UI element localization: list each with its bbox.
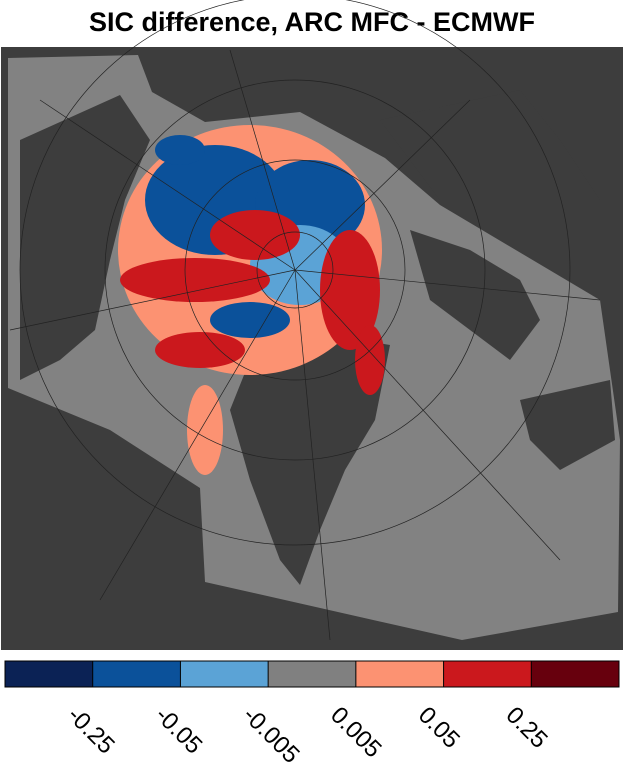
colorbar-segment — [443, 661, 532, 687]
map — [1, 0, 623, 650]
graticule-line — [294, 269, 601, 301]
ice-area — [210, 302, 290, 338]
ice-area — [155, 135, 205, 165]
colorbar-segment — [180, 661, 269, 687]
ice-area — [320, 230, 380, 350]
graticule-line — [256, 231, 334, 309]
graticule-line — [19, 0, 571, 546]
ice-area — [155, 332, 245, 368]
graticule-line — [39, 99, 296, 271]
colorbar-tick-label: 0.25 — [501, 702, 553, 754]
colorbar-segment — [531, 661, 619, 687]
ice-area — [355, 325, 385, 395]
colorbar-segment — [355, 661, 444, 687]
colorbar-tick-label: -0.05 — [150, 702, 208, 760]
graticule-line — [294, 269, 331, 641]
colorbar-segment — [5, 661, 93, 687]
ice-difference — [118, 125, 385, 475]
graticule-line — [104, 79, 486, 461]
title: SIC difference, ARC MFC - ECMWF — [89, 7, 535, 37]
colorbar-frame — [4, 660, 620, 688]
ice-area — [210, 210, 300, 260]
graticule — [9, 0, 601, 641]
graticule-line — [294, 99, 471, 271]
colorbar-tick-label: -0.005 — [237, 702, 304, 762]
colorbar-segment — [92, 661, 181, 687]
graticule-line — [184, 159, 406, 381]
land — [380, 90, 600, 200]
colorbar-tick-label: 0.005 — [325, 702, 387, 762]
graticule-line — [229, 49, 296, 271]
land — [410, 230, 540, 360]
graticule-line — [294, 269, 561, 561]
land — [230, 335, 390, 585]
graticule-line — [99, 269, 296, 601]
colorbar-tick-label: -0.25 — [62, 702, 120, 760]
colorbar-tick-label: 0.05 — [413, 702, 465, 754]
colorbar: -0.25 -0.05 -0.005 0.005 0.05 0.25 — [4, 660, 620, 762]
ice-area — [120, 258, 270, 302]
graticule-line — [9, 269, 296, 331]
land — [20, 95, 150, 380]
land — [520, 380, 615, 470]
colorbar-segment — [268, 661, 356, 687]
